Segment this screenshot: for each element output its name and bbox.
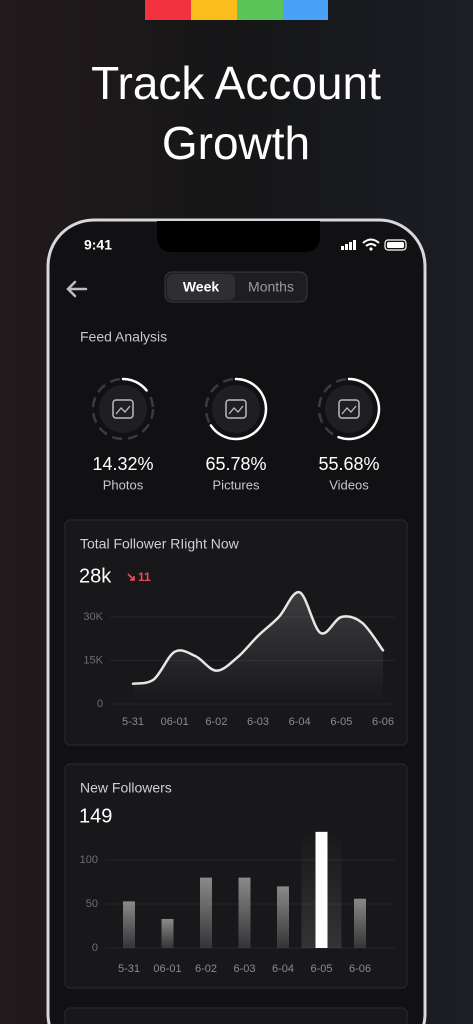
card-title: Total Follower RIight Now (80, 536, 240, 552)
feed-icon (112, 399, 134, 419)
x-tick-label: 6-02 (195, 963, 217, 975)
bar (238, 877, 251, 948)
feed-label: Photos (103, 477, 144, 492)
back-button[interactable] (66, 280, 88, 298)
status-icons (341, 238, 407, 251)
feed-icon (228, 405, 244, 415)
feed-value: 65.78% (205, 454, 266, 474)
ring-disc (99, 385, 147, 433)
feed-icon (225, 399, 247, 419)
feed-icon (338, 399, 360, 419)
card (64, 763, 408, 989)
card (64, 1007, 408, 1024)
bar (315, 831, 328, 948)
x-tick-label: 5-31 (122, 716, 144, 728)
x-tick-label: 06-01 (161, 716, 189, 728)
x-tick-label: 6-02 (205, 716, 227, 728)
bar (354, 898, 366, 948)
card-title: New Followers (80, 780, 172, 796)
x-tick-label: 6-04 (272, 963, 294, 975)
y-tick-label: 0 (97, 698, 103, 710)
section-title: Feed Analysis (80, 329, 167, 345)
x-tick-label: 6-03 (233, 963, 255, 975)
area (133, 592, 383, 704)
bar (123, 901, 135, 948)
feed-icon (115, 405, 131, 415)
y-tick-label: 50 (86, 898, 98, 910)
y-tick-label: 30K (83, 611, 103, 623)
x-tick-label: 5-31 (118, 963, 140, 975)
headline: Growth (162, 117, 310, 169)
y-tick-label: 0 (92, 942, 98, 954)
ring-progress (337, 377, 381, 441)
feed-icon (341, 405, 357, 415)
tab[interactable]: Months (248, 279, 294, 295)
ring-disc (212, 385, 260, 433)
down-arrow (127, 573, 135, 581)
x-tick-label: 6-03 (247, 716, 269, 728)
summary-value: 28k (79, 565, 112, 587)
x-tick-label: 6-06 (349, 963, 371, 975)
tab[interactable]: Week (183, 279, 220, 295)
feed-label: Videos (329, 477, 369, 492)
x-tick-label: 6-05 (330, 716, 352, 728)
ring-progress (209, 377, 268, 441)
y-tick-label: 15K (83, 654, 103, 666)
line (131, 591, 385, 685)
summary-value: 149 (79, 805, 112, 827)
ring-progress (121, 377, 148, 392)
bar (200, 877, 212, 948)
bar (161, 918, 174, 948)
y-tick-label: 100 (80, 854, 98, 866)
color-strip (145, 0, 328, 20)
x-tick-label: 06-01 (153, 963, 181, 975)
x-tick-label: 6-04 (289, 716, 311, 728)
x-tick-label: 6-05 (310, 963, 332, 975)
ring-disc (325, 385, 373, 433)
feed-label: Pictures (213, 477, 260, 492)
status-time: 9:41 (84, 237, 112, 253)
ring-track (91, 377, 155, 441)
change-value: 11 (138, 570, 151, 584)
feed-value: 55.68% (318, 454, 379, 474)
notch (157, 221, 320, 252)
feed-value: 14.32% (92, 454, 153, 474)
headline: Track Account (91, 57, 381, 109)
tab-selected[interactable] (167, 274, 235, 300)
bar (277, 886, 289, 948)
x-tick-label: 6-06 (372, 716, 394, 728)
